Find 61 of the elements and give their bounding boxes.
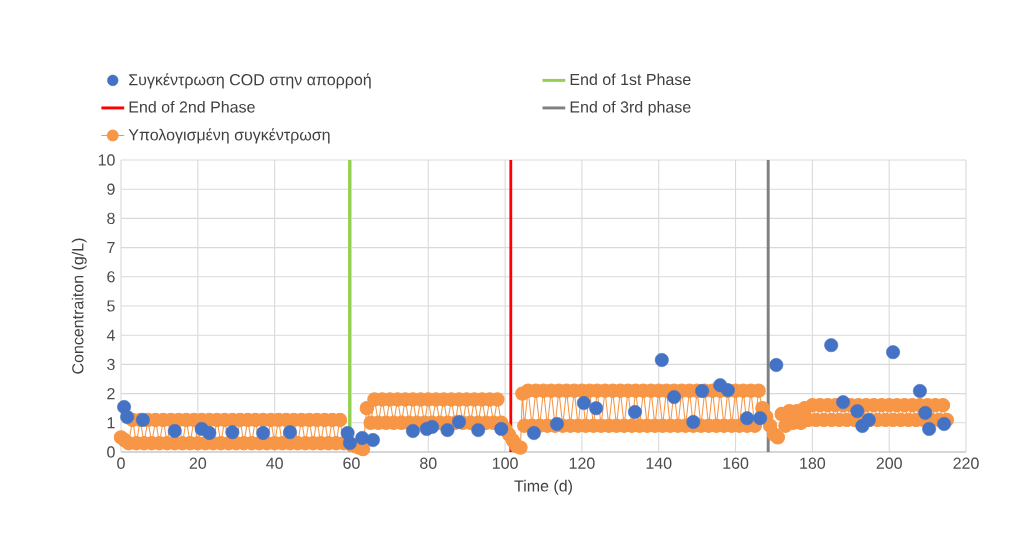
point <box>283 425 297 440</box>
y-tick-label: 10 <box>98 154 115 166</box>
y-tick-label: 4 <box>106 329 115 341</box>
point <box>686 414 701 429</box>
point <box>769 358 784 372</box>
x-axis-title: Time (d) <box>514 479 572 495</box>
point <box>589 401 604 416</box>
x-tick-label: 20 <box>189 457 207 469</box>
y-tick-label: 0 <box>107 446 115 458</box>
y-tick-label: 6 <box>107 271 115 283</box>
point <box>494 421 509 436</box>
x-tick-label: 140 <box>646 457 672 469</box>
point <box>912 384 927 398</box>
point <box>452 414 466 429</box>
y-tick-label: 7 <box>107 242 115 254</box>
x-tick-label: 0 <box>117 457 125 469</box>
x-tick-label: 220 <box>953 457 979 469</box>
point <box>526 426 541 440</box>
x-tick-label: 80 <box>420 457 437 469</box>
x-tick-label: 60 <box>343 457 360 469</box>
y-tick-label: 1 <box>107 417 115 429</box>
y-tick-label: 3 <box>107 358 115 371</box>
point <box>576 396 591 410</box>
point <box>824 338 839 353</box>
point <box>922 421 937 436</box>
point <box>850 404 865 419</box>
point <box>405 424 420 438</box>
point <box>167 424 182 438</box>
legend-label: End of 3rd phase <box>570 100 691 116</box>
point <box>667 390 682 405</box>
point <box>886 345 900 360</box>
point <box>440 423 455 438</box>
y-axis-title: Concentraiton (g/L) <box>71 238 87 374</box>
point <box>366 433 380 447</box>
x-tick-label: 200 <box>876 457 902 469</box>
point <box>120 410 135 424</box>
x-tick-label: 120 <box>569 457 595 469</box>
point <box>225 425 240 440</box>
point <box>740 411 755 426</box>
point <box>753 411 768 426</box>
y-tick-label: 9 <box>107 183 115 195</box>
y-tick-label: 5 <box>107 300 115 312</box>
legend-label: Συγκέντρωση COD στην απορροή <box>129 73 371 89</box>
point <box>654 353 669 367</box>
x-tick-label: 100 <box>492 457 518 469</box>
point <box>937 417 952 431</box>
point <box>256 426 271 440</box>
point <box>471 423 486 438</box>
legend-label: End of 2nd Phase <box>129 100 255 113</box>
legend-label: Υπολογισμένη συγκέντρωση <box>128 128 330 144</box>
y-tick-label: 2 <box>107 388 115 400</box>
point <box>425 419 440 434</box>
x-tick-label: 180 <box>800 457 826 469</box>
legend-label: End of 1st Phase <box>570 73 691 86</box>
x-tick-label: 40 <box>266 457 283 469</box>
point <box>836 395 851 409</box>
point <box>202 426 217 440</box>
y-tick-label: 8 <box>107 212 115 225</box>
point <box>918 405 933 420</box>
point <box>627 405 642 419</box>
x-tick-label: 160 <box>723 457 749 469</box>
